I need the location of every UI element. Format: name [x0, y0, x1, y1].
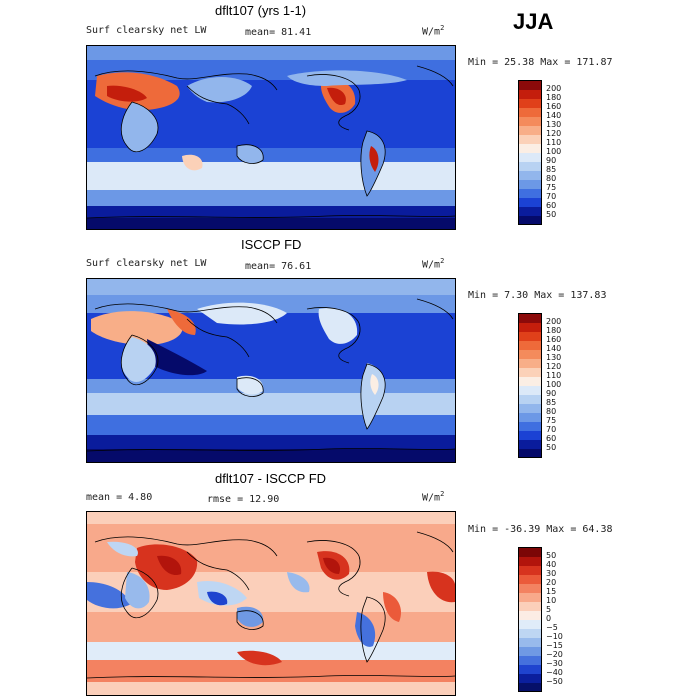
panel2-tick: 85 — [546, 398, 557, 407]
panel3-title: dflt107 - ISCCP FD — [215, 471, 327, 486]
panel3-tick: 30 — [546, 569, 557, 578]
panel1-tick: 70 — [546, 192, 557, 201]
panel3-tick: −40 — [546, 668, 563, 677]
panel3-tick: 40 — [546, 560, 557, 569]
panel3-tick: −15 — [546, 641, 563, 650]
panel3-tick: 50 — [546, 551, 557, 560]
panel3-tick: −20 — [546, 650, 563, 659]
panel2-units: W/m2 — [422, 257, 445, 271]
panel1-tick: 180 — [546, 93, 562, 102]
panel3-colorbar — [518, 547, 542, 692]
panel1-tick: 75 — [546, 183, 557, 192]
panel1-colorbar — [518, 80, 542, 225]
panel1-tick: 80 — [546, 174, 557, 183]
panel1-tick: 200 — [546, 84, 562, 93]
panel1-tick: 85 — [546, 165, 557, 174]
panel3-tick: −5 — [546, 623, 558, 632]
panel1-title: dflt107 (yrs 1-1) — [215, 3, 307, 18]
panel2-tick: 130 — [546, 353, 562, 362]
panel1-tick: 60 — [546, 201, 557, 210]
panel3-tick: 15 — [546, 587, 557, 596]
panel2-tick: 160 — [546, 335, 562, 344]
panel2-tick: 80 — [546, 407, 557, 416]
panel3-tick: −10 — [546, 632, 563, 641]
panel2-tick: 100 — [546, 380, 562, 389]
panel2-tick: 50 — [546, 443, 557, 452]
panel1-tick: 110 — [546, 138, 562, 147]
panel1-mean: mean= 81.41 — [245, 27, 312, 38]
panel2-tick: 120 — [546, 362, 562, 371]
panel2-mean: mean= 76.61 — [245, 261, 312, 272]
panel3-rmse: rmse = 12.90 — [207, 494, 280, 505]
panel2-tick: 75 — [546, 416, 557, 425]
panel3-tick: −30 — [546, 659, 563, 668]
panel1-tick: 90 — [546, 156, 557, 165]
panel1-units: W/m2 — [422, 24, 445, 38]
panel2-variable-label: Surf clearsky net LW — [86, 258, 207, 269]
panel2-colorbar — [518, 313, 542, 458]
panel2-tick: 140 — [546, 344, 562, 353]
panel1-tick: 130 — [546, 120, 562, 129]
panel1-tick: 100 — [546, 147, 562, 156]
panel1-minmax: Min = 25.38 Max = 171.87 — [468, 57, 613, 68]
panel3-mean: mean = 4.80 — [86, 492, 153, 503]
panel1-tick: 120 — [546, 129, 562, 138]
panel2-tick: 110 — [546, 371, 562, 380]
panel1-variable-label: Surf clearsky net LW — [86, 25, 207, 36]
panel3-minmax: Min = -36.39 Max = 64.38 — [468, 524, 613, 535]
panel1-tick: 50 — [546, 210, 557, 219]
panel1-tick: 160 — [546, 102, 562, 111]
panel3-tick: 5 — [546, 605, 552, 614]
panel2-tick: 70 — [546, 425, 557, 434]
panel2-tick: 180 — [546, 326, 562, 335]
panel3-tick: 10 — [546, 596, 557, 605]
panel3-tick: −50 — [546, 677, 563, 686]
season-label: JJA — [513, 9, 554, 34]
panel2-tick: 200 — [546, 317, 562, 326]
panel2-tick: 60 — [546, 434, 557, 443]
panel3-units: W/m2 — [422, 490, 445, 504]
panel3-map — [86, 511, 456, 696]
panel2-minmax: Min = 7.30 Max = 137.83 — [468, 290, 607, 301]
panel1-tick: 140 — [546, 111, 562, 120]
panel3-tick: 20 — [546, 578, 557, 587]
panel2-map — [86, 278, 456, 463]
panel2-title: ISCCP FD — [241, 237, 302, 252]
panel1-map — [86, 45, 456, 230]
panel3-tick: 0 — [546, 614, 552, 623]
panel2-tick: 90 — [546, 389, 557, 398]
